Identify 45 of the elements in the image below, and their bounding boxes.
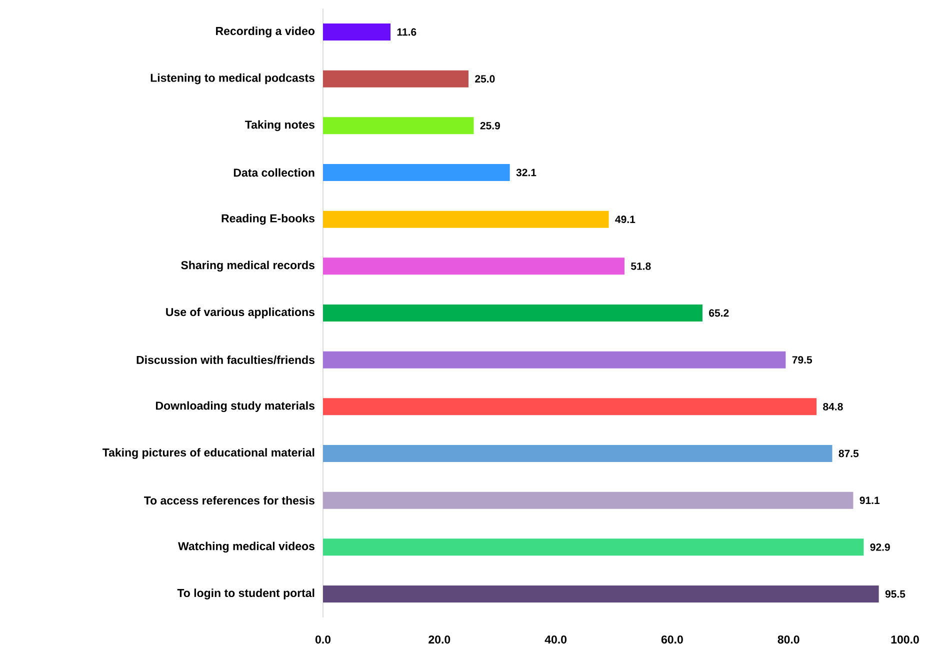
- x-tick-label: 100.0: [891, 635, 919, 644]
- bar: [323, 117, 474, 134]
- bar: [323, 444, 832, 462]
- data-label: 79.5: [792, 356, 812, 364]
- bar: [323, 492, 854, 509]
- y-tick-label: Use of various applications: [166, 308, 314, 318]
- x-tick-label: 80.0: [778, 635, 800, 644]
- y-tick-label: To login to student portal: [177, 588, 314, 600]
- data-label: 92.9: [870, 543, 890, 551]
- y-tick-label: Discussion with faculties/friends: [136, 356, 314, 364]
- bar: [323, 258, 624, 275]
- data-label: 25.9: [480, 122, 500, 130]
- data-label: 91.1: [860, 496, 880, 504]
- data-label: 95.5: [885, 590, 906, 598]
- y-tick-label: Taking notes: [245, 120, 314, 132]
- y-tick-label: Watching medical videos: [178, 542, 314, 553]
- y-tick-label: Data collection: [234, 168, 314, 177]
- bar: [323, 304, 702, 322]
- bar: [323, 585, 879, 602]
- x-tick-label: 0.0: [315, 635, 331, 644]
- x-tick-label: 40.0: [544, 635, 567, 644]
- x-tick-label: 60.0: [661, 635, 683, 644]
- bar: [323, 351, 786, 368]
- data-label: 87.5: [838, 450, 859, 458]
- data-label: 84.8: [823, 402, 843, 410]
- data-label: 49.1: [615, 216, 636, 224]
- bar: [323, 538, 864, 556]
- data-label: 11.6: [397, 28, 416, 36]
- y-tick-label: Sharing medical records: [181, 260, 314, 272]
- bar: [323, 210, 609, 228]
- bar: [323, 164, 510, 182]
- bar: [323, 70, 469, 88]
- bar: [323, 24, 391, 41]
- data-label: 25.0: [475, 75, 495, 83]
- data-label: 65.2: [709, 309, 729, 317]
- y-tick-label: To access references for thesis: [144, 496, 314, 505]
- x-tick-label: 20.0: [428, 635, 450, 644]
- bar: [323, 398, 817, 416]
- y-tick-label: Listening to medical podcasts: [150, 73, 314, 84]
- data-label: 51.8: [631, 262, 651, 270]
- y-tick-label: Taking pictures of educational material: [102, 448, 314, 459]
- y-tick-label: Reading E-books: [222, 214, 314, 225]
- data-label: 32.1: [516, 168, 536, 176]
- y-tick-label: Recording a video: [216, 26, 315, 38]
- y-tick-label: Downloading study materials: [156, 401, 314, 412]
